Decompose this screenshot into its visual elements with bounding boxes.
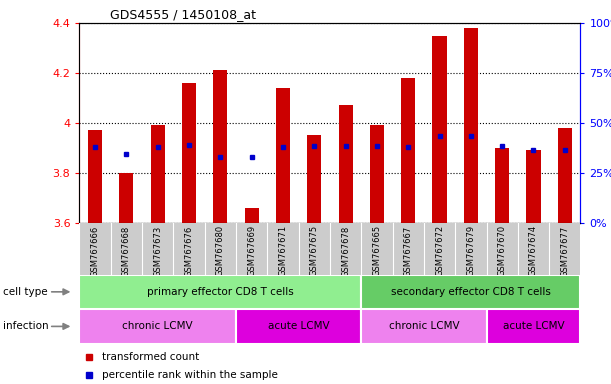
Text: GSM767676: GSM767676: [185, 225, 194, 276]
Bar: [119, 173, 133, 223]
Text: secondary effector CD8 T cells: secondary effector CD8 T cells: [391, 287, 551, 297]
Text: GSM767679: GSM767679: [466, 225, 475, 276]
Bar: [495, 148, 509, 223]
Bar: [151, 126, 165, 223]
Text: GSM767678: GSM767678: [341, 225, 350, 276]
Bar: [307, 136, 321, 223]
Text: GDS4555 / 1450108_at: GDS4555 / 1450108_at: [110, 8, 256, 21]
Bar: [486, 309, 580, 344]
Bar: [182, 83, 196, 223]
Bar: [361, 275, 580, 309]
Bar: [464, 28, 478, 223]
Text: transformed count: transformed count: [102, 352, 199, 362]
Text: chronic LCMV: chronic LCMV: [389, 321, 459, 331]
Bar: [370, 126, 384, 223]
Text: infection: infection: [3, 321, 49, 331]
Text: GSM767667: GSM767667: [404, 225, 412, 276]
Bar: [401, 78, 415, 223]
Bar: [558, 128, 572, 223]
Text: GSM767672: GSM767672: [435, 225, 444, 276]
Text: GSM767671: GSM767671: [279, 225, 287, 276]
Bar: [213, 71, 227, 223]
Bar: [244, 208, 258, 223]
Bar: [79, 309, 236, 344]
Text: primary effector CD8 T cells: primary effector CD8 T cells: [147, 287, 294, 297]
Bar: [79, 275, 361, 309]
Text: GSM767673: GSM767673: [153, 225, 162, 276]
Text: chronic LCMV: chronic LCMV: [122, 321, 193, 331]
Text: cell type: cell type: [3, 287, 48, 297]
Text: acute LCMV: acute LCMV: [268, 321, 329, 331]
Bar: [88, 131, 102, 223]
Text: GSM767665: GSM767665: [373, 225, 381, 276]
Bar: [276, 88, 290, 223]
Bar: [361, 309, 486, 344]
Text: GSM767668: GSM767668: [122, 225, 131, 276]
Text: GSM767666: GSM767666: [90, 225, 100, 276]
Text: acute LCMV: acute LCMV: [503, 321, 565, 331]
Bar: [527, 151, 541, 223]
Text: GSM767675: GSM767675: [310, 225, 319, 276]
Text: GSM767670: GSM767670: [498, 225, 507, 276]
Bar: [433, 36, 447, 223]
Bar: [236, 309, 361, 344]
Text: GSM767674: GSM767674: [529, 225, 538, 276]
Text: GSM767680: GSM767680: [216, 225, 225, 276]
Text: GSM767677: GSM767677: [560, 225, 569, 276]
Bar: [338, 106, 353, 223]
Text: GSM767669: GSM767669: [247, 225, 256, 276]
Text: percentile rank within the sample: percentile rank within the sample: [102, 370, 278, 380]
